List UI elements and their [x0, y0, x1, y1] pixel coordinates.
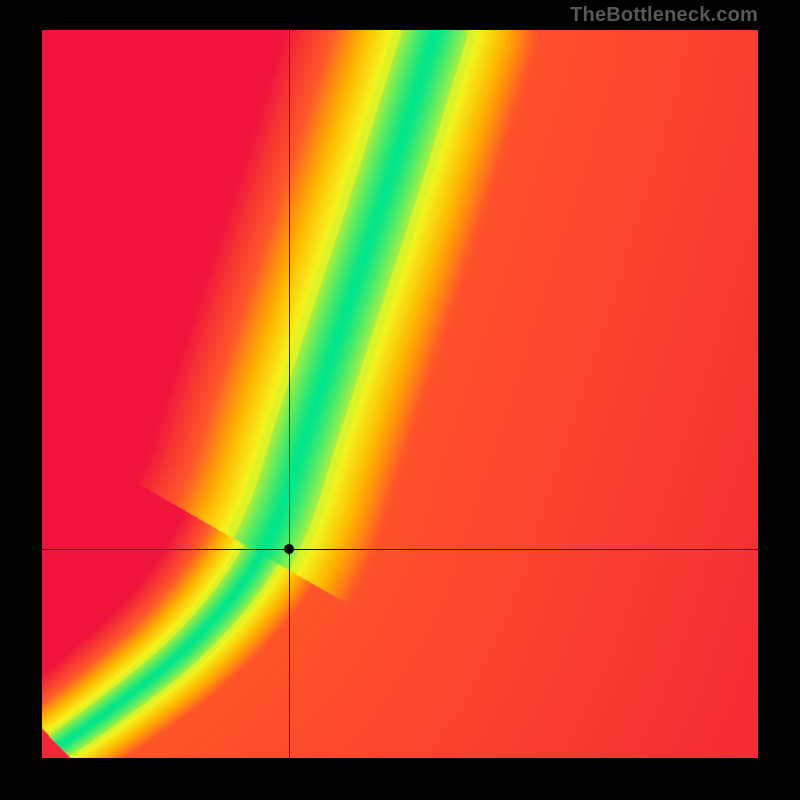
crosshair-vertical — [289, 30, 290, 758]
crosshair-horizontal — [42, 549, 758, 550]
frame: TheBottleneck.com — [0, 0, 800, 800]
plot-area — [42, 30, 758, 758]
watermark-text: TheBottleneck.com — [570, 4, 758, 27]
heatmap-canvas — [42, 30, 758, 758]
marker-dot — [284, 544, 294, 554]
